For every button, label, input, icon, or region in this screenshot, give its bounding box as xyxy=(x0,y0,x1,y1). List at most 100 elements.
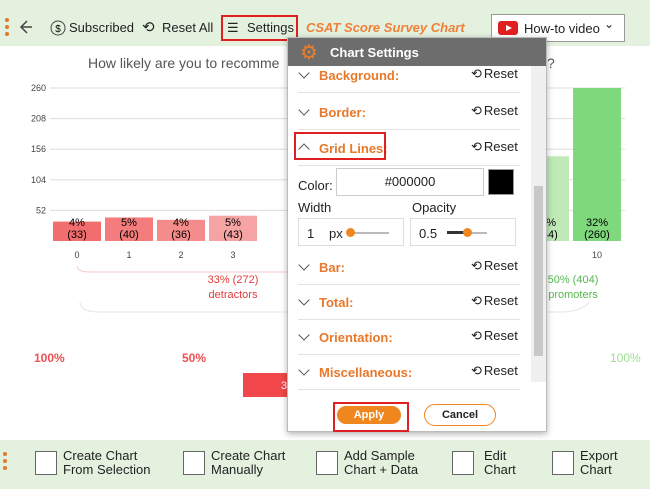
width-value: 1 xyxy=(307,226,315,241)
chevron[interactable] xyxy=(298,104,310,116)
toolbar-label-line2[interactable]: Chart xyxy=(484,462,516,477)
reset-icon: ⟲ xyxy=(471,103,482,118)
reset-icon: ⟲ xyxy=(471,139,482,154)
opacity-value: 0.5 xyxy=(419,226,438,241)
youtube-icon xyxy=(498,21,518,35)
color-swatch[interactable] xyxy=(488,169,514,195)
apply-button[interactable]: Apply xyxy=(337,406,401,424)
svg-text:$: $ xyxy=(55,24,61,35)
reset-button[interactable]: ⟲ Reset xyxy=(471,328,518,344)
settings-button[interactable]: Settings xyxy=(247,20,294,35)
toolbar-label-line2[interactable]: Chart xyxy=(580,462,612,477)
separator xyxy=(298,319,520,320)
separator xyxy=(298,284,520,285)
x-tick-label: 2 xyxy=(178,250,183,260)
section-title[interactable]: Bar: xyxy=(319,260,346,275)
toolbar-label-line2[interactable]: From Selection xyxy=(63,462,151,477)
slider-knob[interactable] xyxy=(346,228,355,237)
y-tick-label: 260 xyxy=(31,83,46,93)
opacity-input[interactable]: 0.5 xyxy=(410,218,516,246)
y-tick-label: 156 xyxy=(31,144,46,154)
section-title[interactable]: Grid Lines: xyxy=(319,141,388,156)
grid-highlight xyxy=(294,132,386,160)
toolbar-icon[interactable] xyxy=(316,451,338,475)
width-unit: px xyxy=(329,226,343,241)
toolbar-icon[interactable] xyxy=(452,451,474,475)
color-input[interactable]: #000000 xyxy=(336,168,484,196)
toolbar-icon[interactable] xyxy=(183,451,205,475)
scroll-thumb[interactable] xyxy=(534,186,543,356)
reset-label: Reset xyxy=(483,103,518,118)
separator xyxy=(298,354,520,355)
reset-label: Reset xyxy=(483,328,518,343)
reset-label: Reset xyxy=(483,293,518,308)
scale-left: 100% xyxy=(34,351,65,365)
bar-count: (43) xyxy=(223,229,243,241)
toolbar-icon[interactable] xyxy=(35,451,57,475)
section-title[interactable]: Border: xyxy=(319,105,366,120)
bar-percent: 4% xyxy=(69,217,85,229)
toolbar-icon[interactable] xyxy=(552,451,574,475)
toolbar-label-line2[interactable]: Manually xyxy=(211,462,264,477)
chevron[interactable] xyxy=(298,67,310,79)
reset-icon: ⟲ xyxy=(471,258,482,273)
scrollbar[interactable] xyxy=(531,66,546,382)
scale-right: 100% xyxy=(610,351,641,365)
toolbar-label-line1[interactable]: Create Chart xyxy=(211,448,286,463)
reset-all-button[interactable]: Reset All xyxy=(162,20,214,35)
reset-icon: ⟲ xyxy=(471,328,482,343)
settings-icon: ☰ xyxy=(227,20,239,35)
reset-button[interactable]: ⟲ Reset xyxy=(471,66,518,82)
scale-mid: 50% xyxy=(182,351,206,365)
app-title: CSAT Score Survey Chart xyxy=(306,20,465,35)
reset-label: Reset xyxy=(483,363,518,378)
toolbar-label-line1[interactable]: Create Chart xyxy=(63,448,138,463)
promoter-value: 50% (404) xyxy=(548,274,599,286)
slider-track xyxy=(349,232,389,234)
bar-count: (33) xyxy=(67,229,87,241)
cancel-button[interactable]: Cancel xyxy=(424,404,496,426)
reset-button[interactable]: ⟲ Reset xyxy=(471,363,518,379)
slider-knob[interactable] xyxy=(463,228,472,237)
dropdown-arrow: ⌄ xyxy=(604,17,615,31)
section-title[interactable]: Background: xyxy=(319,68,400,83)
bar-percent: 5% xyxy=(225,217,241,229)
dialog-header: ⚙ Chart Settings xyxy=(288,38,546,66)
x-tick-label: 10 xyxy=(592,250,602,260)
section-title[interactable]: Total: xyxy=(319,295,354,310)
toolbar-label-line1[interactable]: Edit xyxy=(484,448,507,463)
x-tick-label: 1 xyxy=(126,250,131,260)
section-title[interactable]: Orientation: xyxy=(319,330,393,345)
chevron[interactable] xyxy=(298,294,310,306)
reset-button[interactable]: ⟲ Reset xyxy=(471,103,518,119)
subscribed-icon: $ xyxy=(50,20,66,36)
bar xyxy=(573,88,621,241)
toolbar-label-line1[interactable]: Export xyxy=(580,448,618,463)
question: How likely are you to recomme xyxy=(88,55,280,71)
bar-count: (40) xyxy=(119,229,139,241)
reset-button[interactable]: ⟲ Reset xyxy=(471,293,518,309)
toolbar-label-line1[interactable]: Add Sample xyxy=(344,448,415,463)
chevron[interactable] xyxy=(298,259,310,271)
separator xyxy=(298,92,520,93)
bar xyxy=(105,217,153,241)
chevron[interactable] xyxy=(298,364,310,376)
bar-percent: 4% xyxy=(173,217,189,229)
x-tick-label: 0 xyxy=(74,250,79,260)
reset-button[interactable]: ⟲ Reset xyxy=(471,258,518,274)
separator xyxy=(298,165,520,166)
y-tick-label: 208 xyxy=(31,114,46,124)
reset-button[interactable]: ⟲ Reset xyxy=(471,139,518,155)
reset-label: Reset xyxy=(483,258,518,273)
chevron[interactable] xyxy=(298,329,310,341)
strip-text: 3 xyxy=(281,380,287,392)
section-title[interactable]: Miscellaneous: xyxy=(319,365,413,380)
width-input[interactable]: 1 px xyxy=(298,218,404,246)
reset-icon: ⟲ xyxy=(142,19,155,36)
subscribed-button[interactable]: Subscribed xyxy=(69,20,135,35)
reset-icon: ⟲ xyxy=(471,363,482,378)
toolbar-label-line2[interactable]: Chart + Data xyxy=(344,462,419,477)
question-end: ? xyxy=(547,55,555,71)
